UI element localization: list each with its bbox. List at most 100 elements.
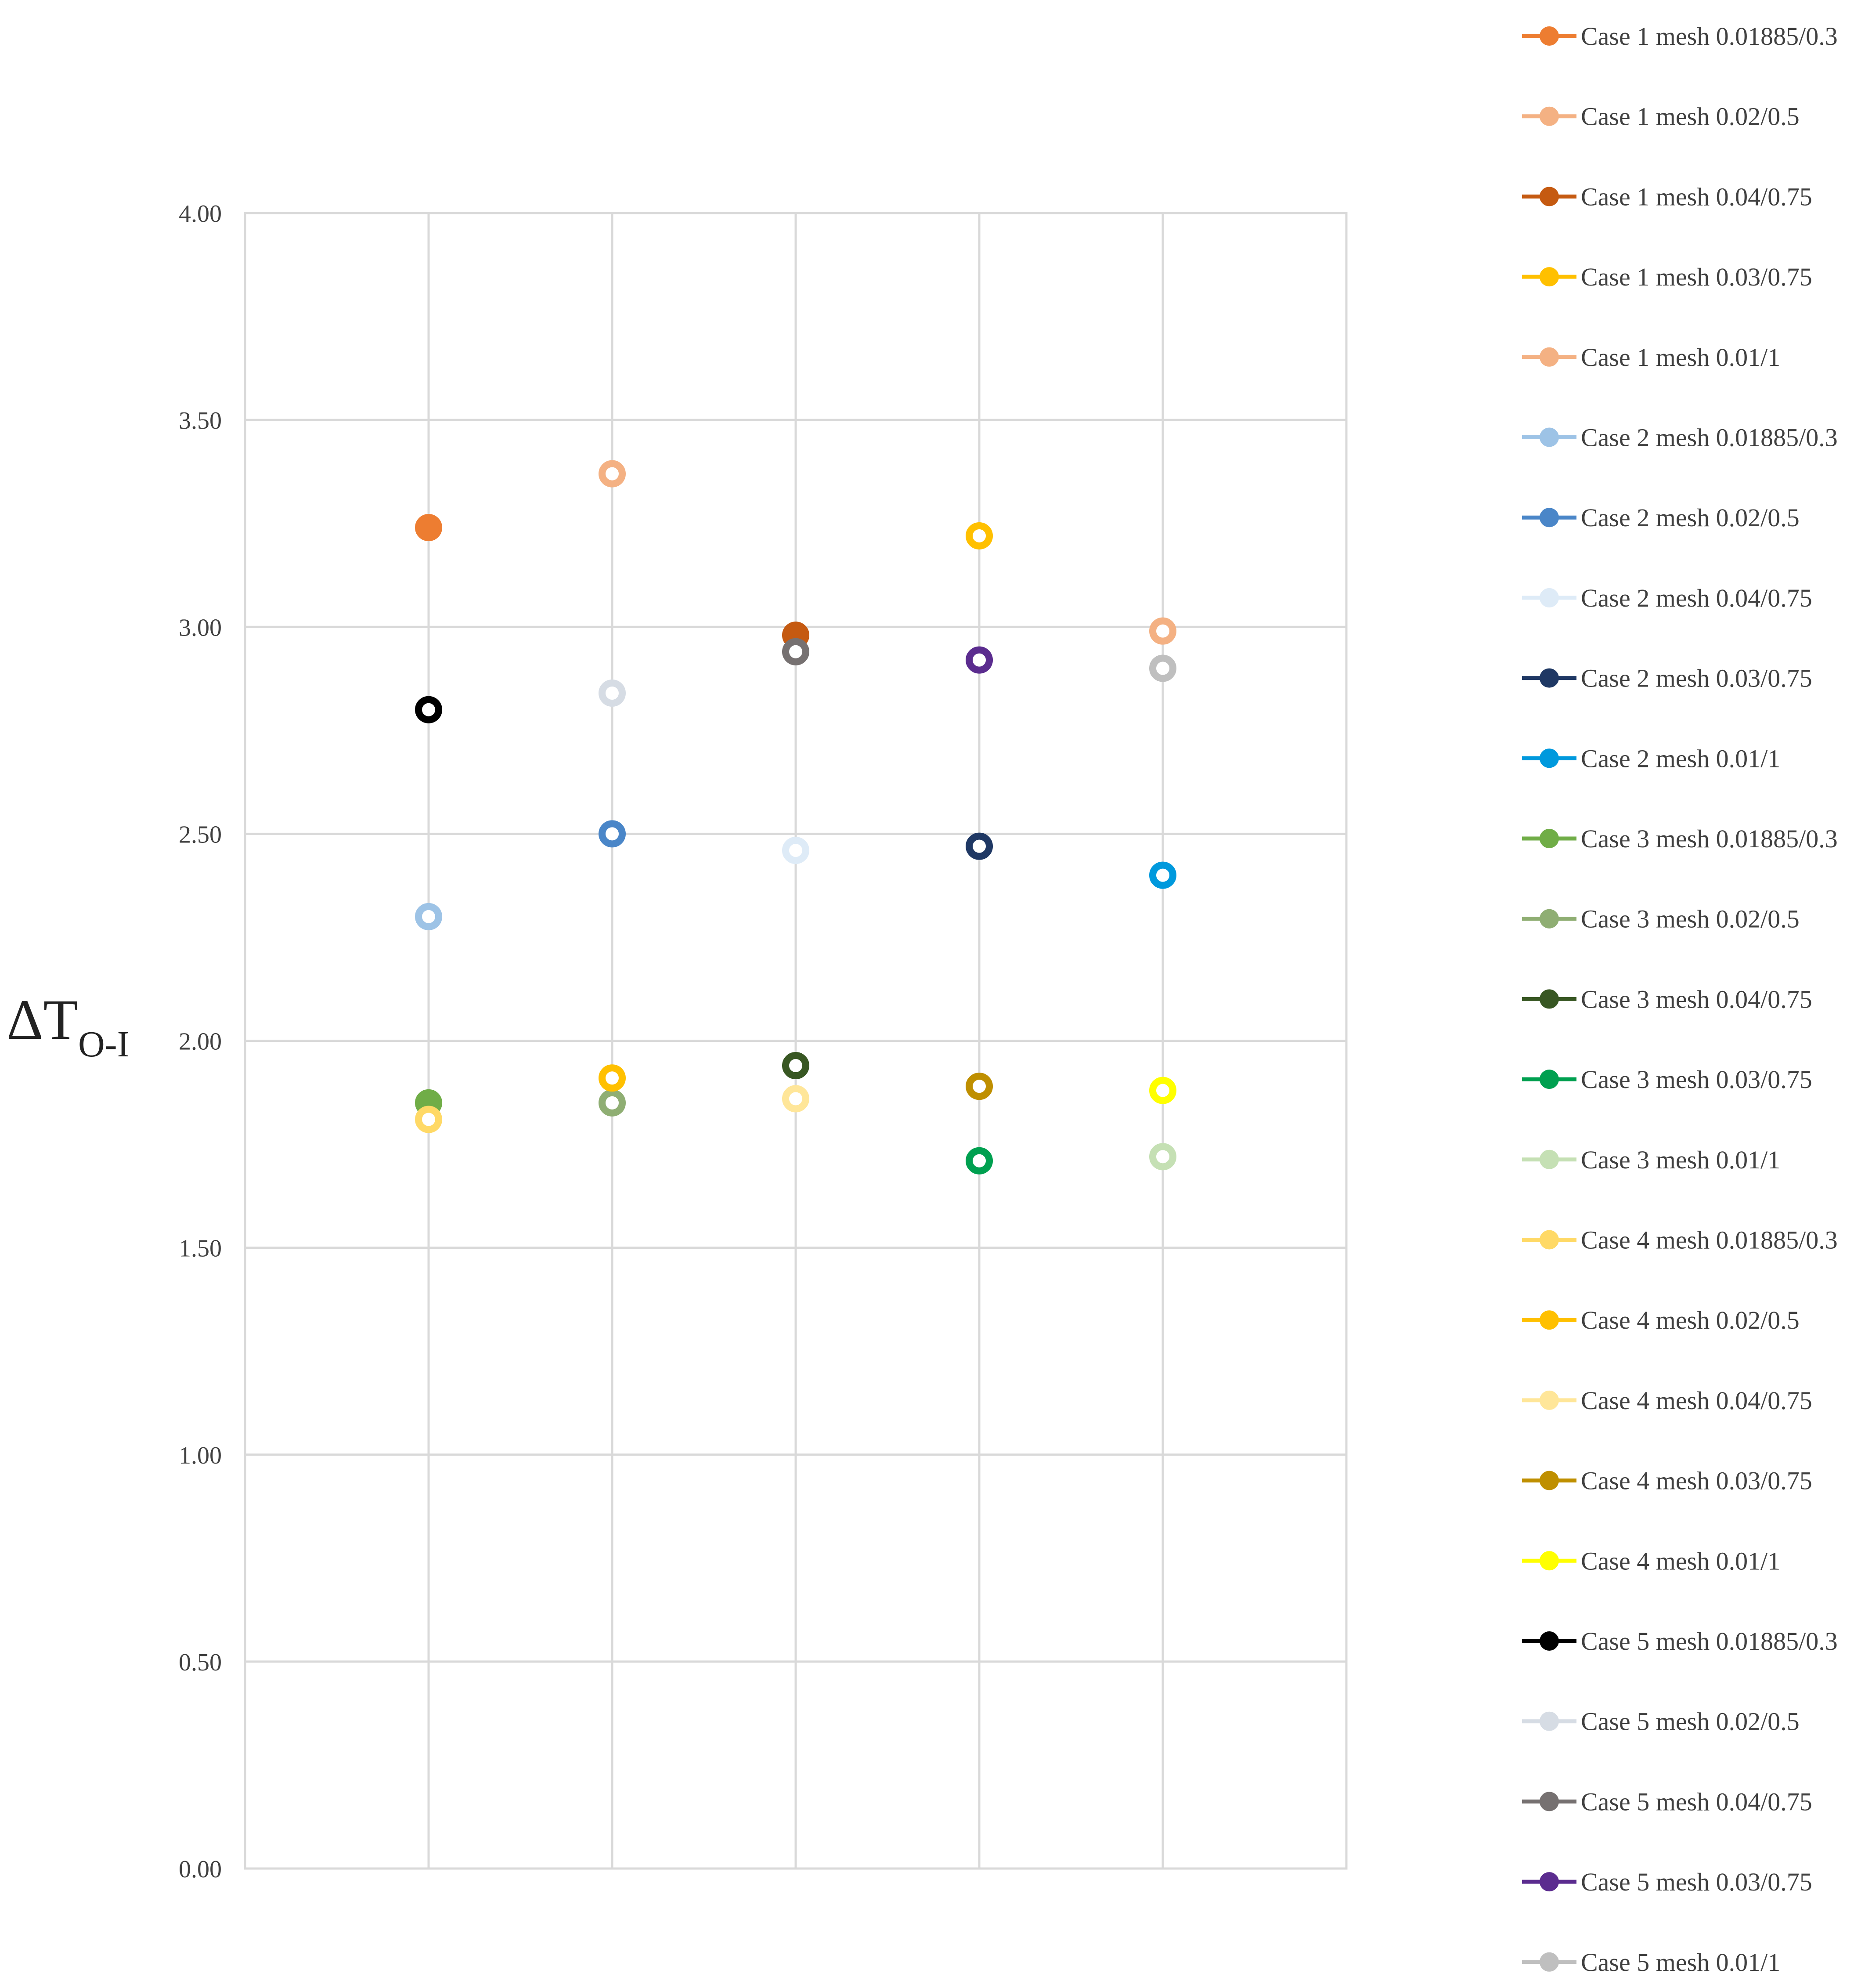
y-tick-label: 3.50 — [179, 407, 222, 434]
y-tick-label: 1.00 — [179, 1442, 222, 1469]
plot-area-frame — [244, 212, 1348, 1870]
legend-item: Case 2 mesh 0.01/1 — [1522, 744, 1780, 773]
data-point — [782, 837, 809, 864]
legend-marker-swatch — [1540, 1872, 1559, 1892]
legend-label: Case 3 mesh 0.03/0.75 — [1581, 1065, 1812, 1094]
legend-item: Case 3 mesh 0.04/0.75 — [1522, 985, 1812, 1013]
legend-marker-swatch — [1540, 1952, 1559, 1972]
data-point — [966, 1073, 993, 1100]
legend-item: Case 3 mesh 0.01885/0.3 — [1522, 824, 1838, 853]
legend-label: Case 2 mesh 0.01885/0.3 — [1581, 423, 1838, 452]
data-point — [1149, 617, 1176, 645]
data-point — [966, 1147, 993, 1175]
data-point — [599, 1089, 626, 1117]
legend-label: Case 4 mesh 0.04/0.75 — [1581, 1386, 1812, 1415]
data-point — [966, 832, 993, 860]
legend-marker-swatch — [1540, 668, 1559, 688]
legend-marker-swatch — [1540, 829, 1559, 848]
y-tick-label: 1.50 — [179, 1235, 222, 1262]
legend-label: Case 5 mesh 0.03/0.75 — [1581, 1868, 1812, 1896]
data-point-marker — [599, 680, 626, 707]
legend-item: Case 1 mesh 0.02/0.5 — [1522, 102, 1800, 131]
y-axis-label-subscript: O-I — [78, 1024, 130, 1065]
legend-item: Case 5 mesh 0.03/0.75 — [1522, 1868, 1812, 1896]
legend-label: Case 3 mesh 0.01/1 — [1581, 1146, 1780, 1174]
legend-label: Case 5 mesh 0.01/1 — [1581, 1948, 1780, 1977]
y-axis-label-main: ΔT — [7, 988, 78, 1052]
legend-label: Case 4 mesh 0.01/1 — [1581, 1547, 1780, 1575]
data-point — [599, 460, 626, 488]
legend-marker-swatch — [1540, 1310, 1559, 1330]
data-point-marker — [966, 1073, 993, 1100]
y-axis-label: ΔTO-I — [7, 988, 130, 1065]
legend-label: Case 1 mesh 0.01/1 — [1581, 343, 1780, 372]
data-point-marker — [599, 1064, 626, 1092]
data-point — [415, 903, 442, 930]
data-point-marker — [1149, 1143, 1176, 1171]
legend-label: Case 2 mesh 0.02/0.5 — [1581, 503, 1800, 532]
data-point — [782, 638, 809, 665]
legend-item: Case 4 mesh 0.03/0.75 — [1522, 1467, 1812, 1495]
legend-item: Case 2 mesh 0.02/0.5 — [1522, 503, 1800, 532]
legend-item: Case 5 mesh 0.01885/0.3 — [1522, 1627, 1838, 1655]
data-point — [782, 1052, 809, 1080]
y-tick-label: 2.50 — [179, 821, 222, 848]
legend-item: Case 2 mesh 0.01885/0.3 — [1522, 423, 1838, 452]
legend-item: Case 1 mesh 0.01885/0.3 — [1522, 22, 1838, 51]
data-point-marker — [1149, 654, 1176, 682]
data-point-marker — [415, 514, 442, 542]
legend-label: Case 3 mesh 0.01885/0.3 — [1581, 824, 1838, 853]
legend-marker-swatch — [1540, 1711, 1559, 1731]
legend-marker-swatch — [1540, 508, 1559, 528]
legend-item: Case 3 mesh 0.03/0.75 — [1522, 1065, 1812, 1094]
data-point — [415, 514, 442, 542]
legend-marker-swatch — [1540, 748, 1559, 768]
legend: Case 1 mesh 0.01885/0.3 Case 1 mesh 0.02/… — [1522, 22, 1838, 1977]
data-point-marker — [782, 837, 809, 864]
legend-marker-swatch — [1540, 106, 1559, 126]
data-point-marker — [599, 460, 626, 488]
data-point-marker — [1149, 861, 1176, 889]
legend-marker-swatch — [1540, 26, 1559, 46]
data-point — [599, 820, 626, 848]
legend-marker-swatch — [1540, 347, 1559, 367]
legend-item: Case 4 mesh 0.01885/0.3 — [1522, 1226, 1838, 1254]
legend-marker-swatch — [1540, 267, 1559, 287]
legend-item: Case 3 mesh 0.01/1 — [1522, 1146, 1780, 1174]
legend-label: Case 2 mesh 0.03/0.75 — [1581, 664, 1812, 693]
y-axis-ticks: 0.00 0.50 1.00 1.50 2.00 2.50 3.00 3.50 4.00 — [179, 200, 222, 1883]
legend-label: Case 4 mesh 0.01885/0.3 — [1581, 1226, 1838, 1254]
legend-label: Case 5 mesh 0.01885/0.3 — [1581, 1627, 1838, 1655]
legend-marker-swatch — [1540, 1070, 1559, 1089]
legend-item: Case 2 mesh 0.03/0.75 — [1522, 664, 1812, 693]
grid-layer — [245, 212, 1346, 1870]
data-point-marker — [415, 1106, 442, 1133]
data-point-marker — [782, 1052, 809, 1080]
legend-marker-swatch — [1540, 1471, 1559, 1490]
legend-item: Case 1 mesh 0.04/0.75 — [1522, 182, 1812, 211]
data-point-marker — [966, 522, 993, 549]
data-point-marker — [782, 638, 809, 665]
legend-label: Case 3 mesh 0.02/0.5 — [1581, 905, 1800, 933]
y-tick-label: 0.00 — [179, 1856, 222, 1883]
data-point — [1149, 1143, 1176, 1171]
data-point-marker — [966, 646, 993, 674]
legend-marker-swatch — [1540, 1390, 1559, 1410]
data-points — [415, 460, 1176, 1175]
data-point-marker — [599, 820, 626, 848]
legend-marker-swatch — [1540, 1551, 1559, 1571]
y-tick-label: 4.00 — [179, 200, 222, 228]
legend-label: Case 1 mesh 0.01885/0.3 — [1581, 22, 1838, 51]
legend-item: Case 5 mesh 0.04/0.75 — [1522, 1787, 1812, 1816]
legend-label: Case 4 mesh 0.02/0.5 — [1581, 1306, 1800, 1334]
legend-item: Case 2 mesh 0.04/0.75 — [1522, 584, 1812, 612]
data-point — [599, 680, 626, 707]
legend-marker-swatch — [1540, 1631, 1559, 1651]
legend-label: Case 5 mesh 0.02/0.5 — [1581, 1707, 1800, 1736]
legend-item: Case 4 mesh 0.02/0.5 — [1522, 1306, 1800, 1334]
legend-item: Case 1 mesh 0.03/0.75 — [1522, 263, 1812, 291]
legend-label: Case 1 mesh 0.03/0.75 — [1581, 263, 1812, 291]
y-tick-label: 0.50 — [179, 1649, 222, 1676]
data-point — [1149, 861, 1176, 889]
data-point-marker — [782, 1085, 809, 1113]
